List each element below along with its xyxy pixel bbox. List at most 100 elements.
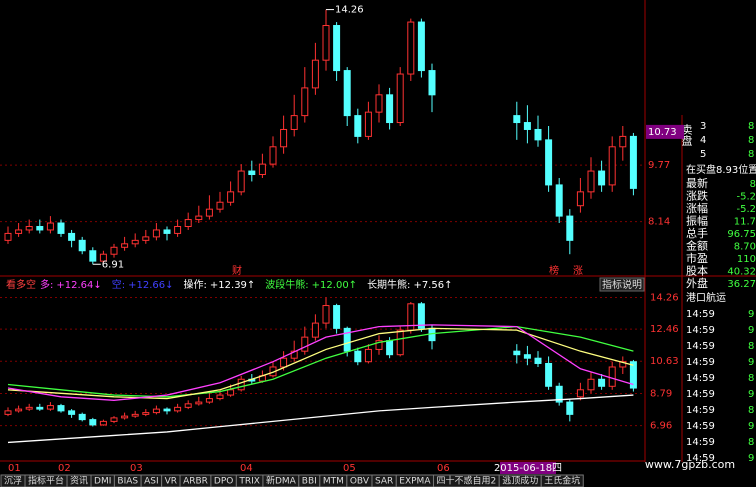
indicator-bar-body	[608, 366, 616, 387]
candle-body	[36, 225, 44, 231]
candle-body	[131, 239, 139, 245]
indicator-label: 多:	[40, 278, 53, 291]
candle-body	[89, 250, 97, 262]
y-tick-label: 14.26	[650, 292, 679, 303]
y-tick-label: 12.46	[650, 324, 679, 335]
annotation: 财	[232, 264, 242, 277]
tab-label[interactable]: 王氏金坑	[544, 475, 580, 487]
candle-body	[428, 70, 436, 96]
tab-label[interactable]: SAR	[375, 477, 393, 487]
candle-body	[523, 122, 531, 130]
tab-label[interactable]: MTM	[323, 477, 344, 487]
indicator-bar-body	[576, 389, 584, 398]
annotation: 涨	[573, 265, 583, 277]
trade-time: 14:59	[686, 325, 715, 336]
tab-label[interactable]: 四十不惑自用2	[436, 475, 496, 487]
tab-label[interactable]: ARBR	[183, 477, 208, 487]
indicator-bar-body	[110, 417, 118, 422]
help-button[interactable]	[599, 277, 645, 292]
candle-body	[555, 184, 563, 217]
tab-label[interactable]: DPO	[214, 477, 233, 487]
tab-label[interactable]: 逃顶成功	[502, 475, 538, 487]
tab-label[interactable]: 新DMA	[266, 475, 297, 487]
help-label[interactable]: 指标说明	[602, 278, 642, 291]
tab-label[interactable]: ASI	[144, 477, 159, 487]
indicator-bar-body	[15, 408, 23, 412]
candle-body	[343, 70, 351, 117]
tab[interactable]	[540, 474, 584, 487]
low-label: 6.91	[102, 259, 124, 270]
candle-body	[46, 222, 54, 231]
indicator-label: 操作:	[184, 278, 207, 291]
trade-time: 14:59	[686, 373, 715, 384]
indicator-bar-body	[566, 401, 574, 415]
y-tick-label: 6.96	[650, 421, 672, 432]
y-tick-label: 9.77	[648, 160, 670, 171]
indicator-bar-body	[227, 389, 235, 396]
indicator-bar-body	[195, 401, 203, 405]
candle-body	[608, 146, 616, 186]
candle-body	[205, 208, 213, 217]
tab-label[interactable]: OBV	[350, 477, 370, 487]
indicator-label: 波段牛熊:	[265, 278, 308, 291]
candle-body	[534, 128, 542, 141]
y-tick-label: 10.63	[650, 356, 679, 367]
candle-body	[121, 243, 129, 248]
high-label: 14.26	[335, 5, 364, 16]
candle-body	[258, 163, 266, 176]
candle-body	[25, 225, 33, 231]
tab-label[interactable]: TRIX	[238, 477, 260, 487]
candle-body	[216, 201, 224, 210]
candle-body	[237, 170, 245, 193]
tab-label[interactable]: 指标平台	[28, 475, 64, 487]
tab-label[interactable]: BBI	[302, 477, 317, 487]
candle-body	[15, 229, 23, 234]
book-price: 8	[748, 135, 754, 146]
trade-time: 14:59	[686, 341, 715, 352]
tab-label[interactable]: BIAS	[117, 477, 138, 487]
trade-price: 9	[748, 325, 754, 336]
candle-body	[290, 115, 298, 130]
quote-label: 市盈	[686, 251, 708, 265]
indicator-bar-body	[46, 405, 54, 410]
quote-label: 振幅	[686, 214, 708, 228]
quote-label: 外盘	[686, 276, 708, 290]
indicator-title: 看多空	[6, 278, 36, 291]
quote-label: 最新	[686, 176, 708, 190]
indicator-bar-body	[364, 348, 372, 363]
quote-label: 涨幅	[686, 202, 708, 215]
candle-body	[375, 94, 383, 113]
tab-label[interactable]: 沉浮	[4, 475, 22, 487]
trade-price: 9	[748, 421, 754, 432]
indicator-value: +12.39↑	[210, 280, 255, 291]
quote-label: 股本	[686, 264, 708, 278]
candle-body	[545, 139, 553, 186]
candle-body	[333, 25, 341, 72]
indicator-bar-body	[121, 415, 129, 419]
candle-body	[280, 128, 288, 148]
indicator-bar-body	[57, 405, 65, 412]
indicator-bar-body	[545, 362, 553, 387]
trade-price: 8	[748, 405, 754, 416]
indicator-bar-body	[280, 357, 288, 368]
indicator-bar-body	[89, 419, 97, 426]
candle-body	[152, 229, 160, 238]
book-level: 3	[700, 121, 706, 132]
indicator-bar-body	[311, 322, 319, 338]
cursor-date-box	[500, 462, 556, 474]
indicator-line	[7, 325, 634, 398]
indicator-bar-body	[36, 406, 44, 410]
tab-label[interactable]: DMI	[94, 477, 111, 487]
indicator-label: 空:	[112, 278, 125, 291]
trade-time: 14:59	[686, 437, 715, 448]
tab-label[interactable]: VR	[165, 477, 177, 487]
tab-label[interactable]: 资讯	[70, 476, 88, 487]
trade-time: 14:59	[686, 453, 715, 464]
current-price: 10.73	[648, 127, 677, 138]
indicator-bar-body	[25, 406, 33, 410]
trade-price: 9	[748, 389, 754, 400]
tab-label[interactable]: EXPMA	[399, 477, 431, 487]
indicator-bar-body	[4, 410, 12, 415]
indicator-value: +12.64↓	[56, 280, 101, 291]
